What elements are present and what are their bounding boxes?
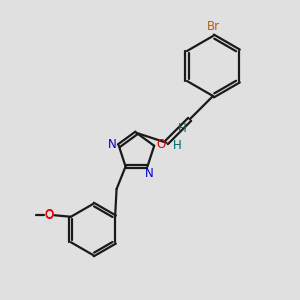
- Text: O: O: [44, 209, 54, 222]
- Text: N: N: [145, 167, 153, 180]
- Text: N: N: [108, 138, 117, 151]
- Text: H: H: [172, 139, 181, 152]
- Text: H: H: [178, 122, 187, 135]
- Text: Br: Br: [206, 20, 220, 33]
- Text: O: O: [156, 138, 165, 151]
- Text: O: O: [44, 208, 54, 221]
